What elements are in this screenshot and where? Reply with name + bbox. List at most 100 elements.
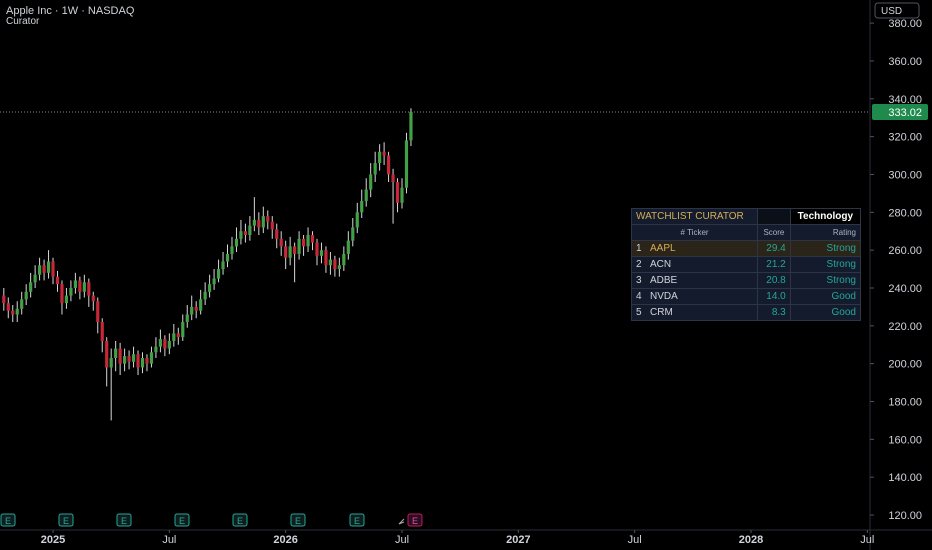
watchlist-row[interactable]: 3 ADBE 20.8 Strong (631, 272, 862, 289)
currency-box[interactable] (874, 2, 920, 19)
y-tick-label: 360.00 (888, 56, 922, 68)
candle-body (239, 231, 243, 239)
candle-body (149, 352, 154, 364)
earnings-marker-label: E (63, 516, 69, 526)
candle-body (42, 265, 46, 273)
candle-body (87, 282, 91, 296)
earnings-marker-label: E (354, 516, 360, 526)
candle-body (55, 276, 60, 285)
rating: Strong (789, 272, 862, 289)
candle-body (91, 295, 95, 302)
candle-body (20, 299, 24, 309)
earnings-marker (290, 513, 306, 527)
y-tick-label: 200.00 (888, 359, 922, 371)
y-tick-label: 240.00 (888, 283, 922, 295)
candle-body (270, 221, 274, 230)
indicator-name: Curator (6, 16, 40, 27)
x-tick-label: Jul (395, 534, 409, 546)
candle-body (288, 246, 292, 258)
currency[interactable]: USD (881, 6, 902, 17)
candle-body (82, 282, 86, 292)
candle-body (373, 163, 377, 175)
candle-body (194, 306, 198, 311)
candle-body (234, 238, 239, 247)
y-tick-label: 220.00 (888, 321, 922, 333)
last-price-label: 333.02 (888, 107, 922, 119)
candle-body (319, 250, 324, 256)
candle-body (24, 291, 28, 300)
candle-body (252, 219, 256, 226)
earnings-marker (232, 513, 248, 527)
earnings-marker (0, 513, 16, 527)
last-price-box (872, 103, 928, 120)
candle-body (185, 314, 189, 323)
rating: Good (789, 304, 862, 321)
candle-body (293, 246, 297, 254)
earnings-marker-label: E (179, 516, 185, 526)
candle-body (46, 261, 51, 273)
watchlist-row[interactable]: 5 CRM 8.3 Good (631, 304, 862, 321)
candle-body (378, 151, 382, 164)
score: 14.0 (757, 288, 791, 305)
candle-body (73, 280, 77, 288)
candle-body (60, 284, 64, 304)
candle-body (328, 259, 333, 266)
candle-body (109, 358, 113, 368)
watchlist-row[interactable]: 2 ACN 21.2 Strong (631, 256, 862, 273)
candle-body (230, 246, 234, 254)
candle-body (360, 200, 364, 213)
candle-body (29, 282, 33, 292)
column-header: Rating (789, 224, 862, 241)
candle-body (279, 238, 283, 247)
candle-body (96, 301, 100, 323)
candle-body (324, 250, 328, 266)
earnings-marker-label: E (237, 516, 243, 526)
candle-body (284, 246, 288, 258)
candle-body (15, 308, 19, 315)
candle-body (2, 295, 6, 304)
candle-body (355, 212, 359, 228)
candle-body (51, 261, 55, 277)
x-tick-label: 2027 (506, 534, 530, 546)
y-tick-label: 120.00 (888, 510, 922, 522)
candle-body (391, 174, 395, 183)
candle-body (221, 261, 225, 270)
watchlist-table: WATCHLIST CURATOR Technology # Ticker Scor… (630, 208, 862, 321)
chart-title: Apple Inc · 1W · NASDAQ (6, 5, 135, 17)
column-header: # Ticker (630, 224, 759, 241)
y-tick-label: 320.00 (888, 132, 922, 144)
candle-body (158, 339, 162, 347)
y-tick-label: 140.00 (888, 472, 922, 484)
earnings-marker-label: E (295, 516, 301, 526)
candle-body (11, 310, 15, 315)
candle-body (78, 280, 82, 292)
candle-body (364, 189, 368, 201)
score: 8.3 (757, 304, 791, 321)
ticker: AAPL (646, 240, 759, 257)
candle-body (257, 219, 261, 228)
watchlist-row[interactable]: 4 NVDA 14.0 Good (631, 288, 862, 305)
candle-body (351, 227, 355, 241)
candle-body (145, 358, 149, 364)
rank: 5 (631, 304, 646, 321)
candle-body (386, 155, 391, 175)
candle-body (136, 354, 140, 368)
score: 20.8 (757, 272, 791, 289)
candle-body (306, 235, 310, 247)
x-tick-label: Jul (162, 534, 176, 546)
candle-body (275, 229, 279, 239)
candle-body (100, 322, 104, 341)
candle-body (208, 284, 212, 292)
rank: 2 (631, 256, 646, 273)
watchlist-rows: 1 AAPL 29.4 Strong 2 ACN 21.2 Strong 3 ADBE 20.8 St… (631, 240, 862, 321)
earnings-marker-label: E (121, 516, 127, 526)
rank: 1 (631, 240, 646, 257)
earnings-marker (349, 513, 365, 527)
candle-body (190, 306, 194, 315)
y-tick-label: 260.00 (888, 245, 922, 257)
watchlist-row[interactable]: 1 AAPL 29.4 Strong (631, 240, 862, 257)
candle-body (131, 354, 136, 362)
candle-body (248, 225, 252, 236)
candle-body (33, 274, 37, 283)
y-tick-label: 280.00 (888, 207, 922, 219)
